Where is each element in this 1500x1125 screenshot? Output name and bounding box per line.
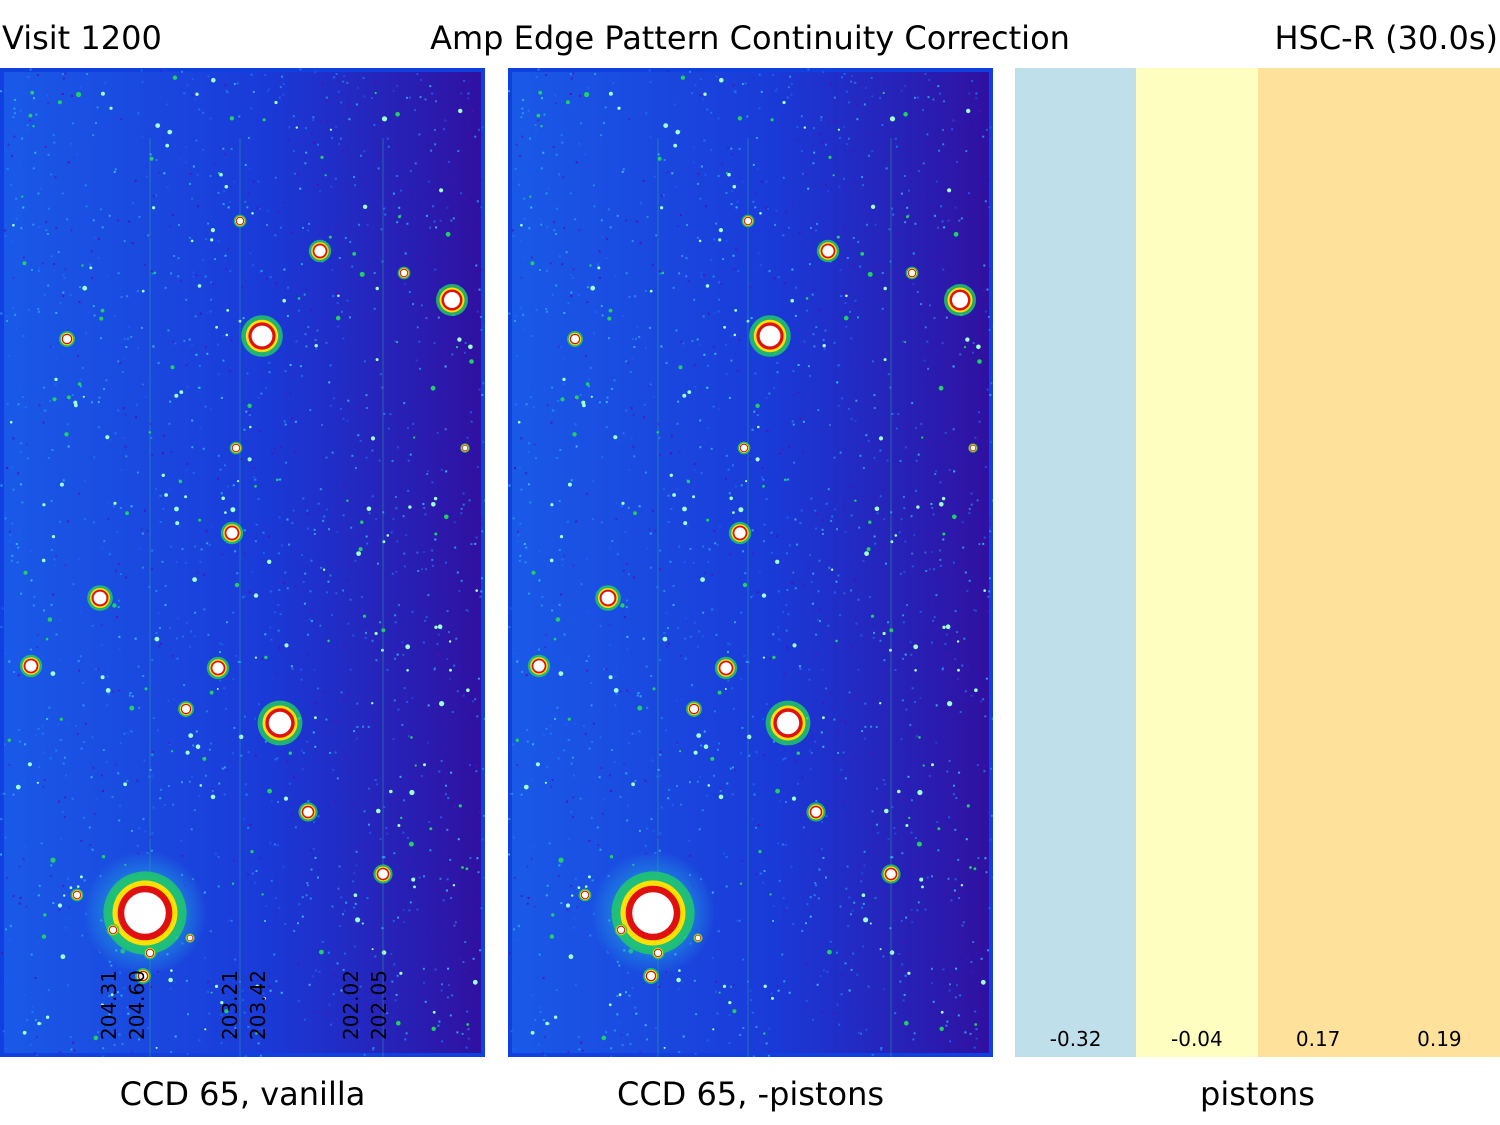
piston-value: -0.32 — [1049, 1027, 1102, 1051]
star — [143, 946, 157, 960]
star — [686, 701, 702, 717]
visit-label: Visit 1200 — [2, 19, 162, 57]
star — [87, 585, 113, 611]
star — [460, 443, 470, 453]
star — [229, 441, 243, 455]
star — [765, 700, 811, 746]
star — [135, 968, 151, 984]
piston-value: 0.19 — [1417, 1027, 1462, 1051]
piston-amp-2: -0.04 — [1136, 68, 1258, 1057]
star — [944, 284, 976, 316]
amp-edge-value: 204.31 — [97, 970, 121, 1040]
piston-value: 0.17 — [1295, 1027, 1341, 1051]
star — [614, 923, 628, 937]
star — [590, 850, 716, 976]
amp-edge-value: 203.21 — [218, 970, 242, 1040]
star — [968, 443, 978, 453]
star — [595, 585, 621, 611]
star — [70, 888, 84, 902]
star — [643, 968, 659, 984]
star — [19, 654, 43, 678]
ccd-image-corrected-svg — [508, 68, 993, 1057]
star — [59, 331, 75, 347]
caption-pistons: pistons — [1200, 1075, 1315, 1113]
pistons-panel: -0.32 -0.04 0.17 0.19 — [1015, 68, 1500, 1057]
star — [233, 214, 247, 228]
faint-sources — [7, 75, 479, 1049]
caption-corrected: CCD 65, -pistons — [616, 1075, 885, 1113]
star — [905, 266, 919, 280]
amp-edge-value: 202.02 — [339, 970, 363, 1040]
star — [220, 521, 244, 545]
star — [737, 441, 751, 455]
star — [206, 656, 230, 680]
star — [693, 933, 703, 943]
ccd-image-vanilla-svg — [0, 68, 485, 1057]
caption-vanilla: CCD 65, vanilla — [119, 1075, 366, 1113]
star — [397, 266, 411, 280]
star — [806, 802, 826, 822]
star — [714, 656, 738, 680]
star — [298, 802, 318, 822]
piston-value: -0.04 — [1171, 1027, 1223, 1051]
piston-amp-1: -0.32 — [1015, 68, 1137, 1057]
star — [816, 239, 840, 263]
star — [241, 315, 283, 357]
amp-edge-value: 203.42 — [246, 970, 270, 1040]
star — [436, 284, 468, 316]
star — [257, 700, 303, 746]
star — [651, 946, 665, 960]
star — [728, 521, 752, 545]
star — [578, 888, 592, 902]
star — [749, 315, 791, 357]
filter-exposure-label: HSC-R (30.0s) — [1274, 19, 1498, 57]
star — [185, 933, 195, 943]
piston-amp-4: 0.19 — [1378, 68, 1500, 1057]
piston-amp-3: 0.17 — [1257, 68, 1379, 1057]
image-frame — [508, 68, 993, 1057]
faint-sources — [515, 75, 986, 1049]
star — [881, 864, 901, 884]
ccd-image-corrected — [508, 68, 993, 1057]
amp-edge-value: 204.60 — [125, 970, 149, 1040]
star — [527, 654, 551, 678]
amp-edge-value: 202.05 — [367, 970, 391, 1040]
image-frame — [0, 68, 485, 1057]
figure-title: Amp Edge Pattern Continuity Correction — [430, 19, 1070, 57]
star — [308, 239, 332, 263]
ccd-image-vanilla: 204.31 204.60 203.21 203.42 202.02 202.0… — [0, 68, 485, 1057]
star — [106, 923, 120, 937]
star — [373, 864, 393, 884]
star — [567, 331, 583, 347]
star — [82, 850, 208, 976]
star — [178, 701, 194, 717]
star — [741, 214, 755, 228]
